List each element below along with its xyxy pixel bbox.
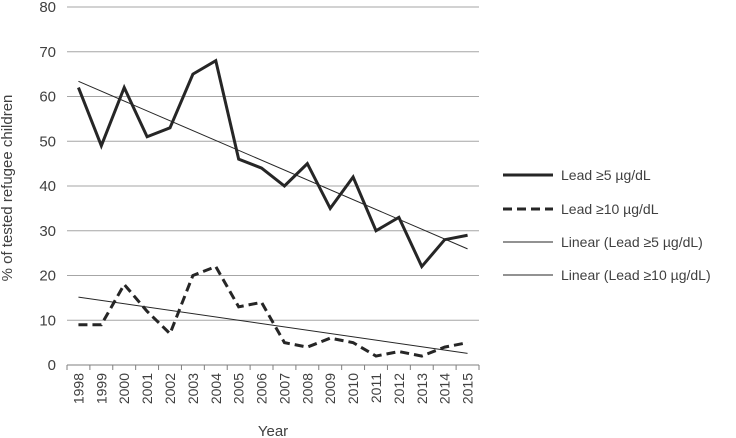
y-tick-label: 0	[48, 357, 56, 374]
x-tick-label: 2004	[208, 373, 224, 404]
x-tick-label: 2015	[460, 373, 476, 404]
x-axis-title: Year	[258, 423, 288, 438]
y-tick-labels: 0 10 20 30 40 50 60 70 80	[39, 0, 56, 374]
gridlines	[67, 6, 479, 321]
x-tick-label: 2011	[368, 373, 384, 403]
y-tick-label: 50	[39, 133, 56, 150]
x-tick-label: 2010	[345, 373, 361, 404]
y-tick-label: 70	[39, 44, 56, 61]
legend-label: Linear (Lead ≥5 µg/dL)	[561, 234, 703, 250]
legend: Lead ≥5 µg/dL Lead ≥10 µg/dL Linear (Lead …	[503, 167, 711, 283]
x-tick-label: 2009	[322, 373, 338, 404]
legend-label: Lead ≥5 µg/dL	[561, 167, 651, 183]
x-tick-label: 2007	[276, 373, 292, 404]
y-tick-label: 80	[39, 0, 56, 16]
x-tick-label: 2012	[391, 373, 407, 404]
trendlines	[78, 80, 468, 354]
x-tick-labels: 1998 1999 2000 2001 2002 2003 2004 2005 2006 2007…	[70, 373, 475, 404]
x-tick-label: 2008	[299, 373, 315, 404]
y-tick-label: 10	[39, 312, 56, 329]
x-tick-label: 2003	[185, 373, 201, 404]
y-tick-label: 40	[39, 178, 56, 195]
x-tick-label: 1998	[70, 373, 86, 404]
axes	[66, 364, 480, 370]
trendline-2	[78, 80, 468, 250]
series-line-1	[78, 264, 468, 358]
x-tick-label: 2000	[116, 373, 132, 404]
y-tick-label: 20	[39, 268, 56, 285]
y-axis-title: % of tested refugee children	[0, 95, 16, 282]
legend-label: Lead ≥10 µg/dL	[561, 201, 659, 217]
x-tick-label: 2002	[162, 373, 178, 404]
y-tick-label: 30	[39, 223, 56, 240]
legend-label: Linear (Lead ≥10 µg/dL)	[561, 267, 711, 283]
x-tick-label: 2014	[437, 373, 453, 404]
y-tick-label: 60	[39, 89, 56, 106]
x-tick-label: 1999	[93, 373, 109, 404]
series-line-0	[77, 58, 468, 270]
x-tick-label: 2001	[139, 373, 155, 404]
x-tick-label: 2005	[231, 373, 247, 404]
x-tick-label: 2006	[254, 373, 270, 404]
trendline-3	[78, 296, 468, 354]
data-series	[77, 58, 468, 358]
x-tick-label: 2013	[414, 373, 430, 404]
